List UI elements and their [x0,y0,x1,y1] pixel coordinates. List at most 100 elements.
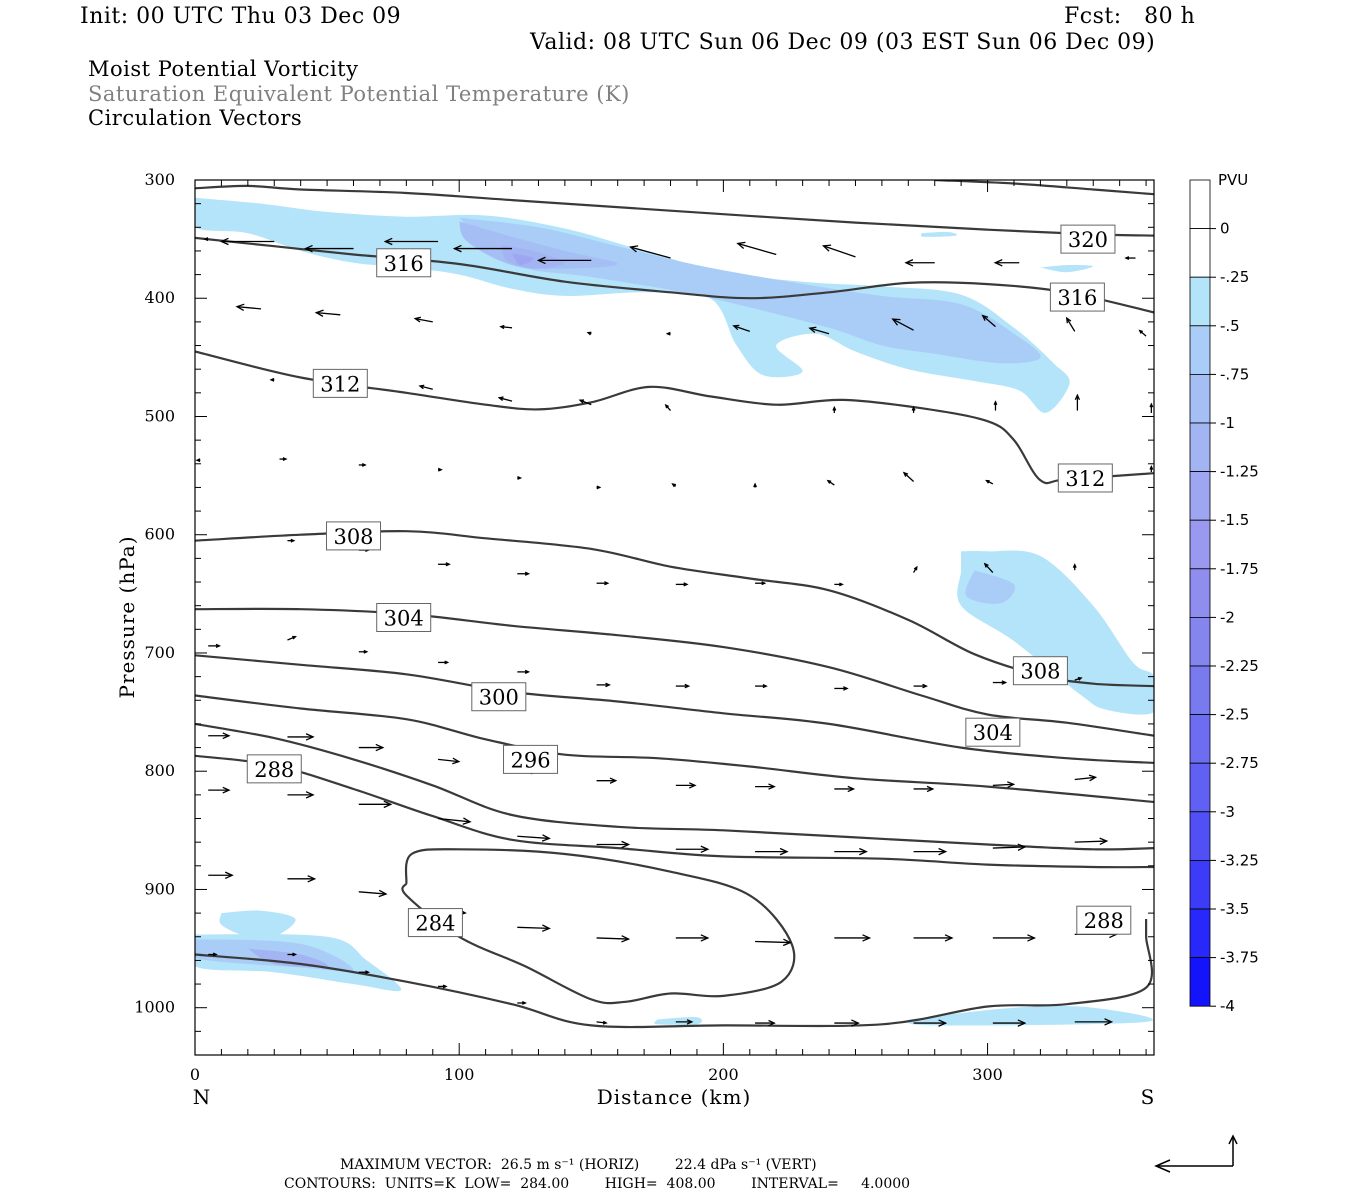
colorbar-label: -3.25 [1220,851,1259,869]
colorbar-label: -2.5 [1220,706,1249,724]
contour-label-text: 312 [320,372,360,396]
colorbar-bin [1189,617,1211,667]
contour-label-box [246,754,302,784]
circulation-vector [596,840,631,849]
contour-label-308: 308 [326,521,382,551]
circulation-vector [834,934,872,942]
circulation-vector [279,457,288,461]
contour-label-box [376,603,432,632]
circulation-vector [596,1020,608,1025]
pv-region [1040,265,1094,273]
circulation-vector [985,479,994,485]
contour-label-text: 296 [510,748,550,772]
circulation-vector [913,934,954,942]
contour-line-296 [195,694,1154,804]
contour-label-text: 316 [384,252,424,276]
circulation-vector [1065,316,1076,332]
circulation-vector [287,875,317,883]
colorbar-bin [1189,325,1211,375]
colorbar-label: -3.75 [1220,949,1259,967]
circulation-vector [208,871,234,880]
circulation-vector [195,458,201,463]
circulation-vector [437,757,461,765]
y-axis-title: Pressure (hPa) [115,536,139,699]
colorbar-bin [1189,714,1211,764]
circulation-vector [208,786,231,794]
circulation-vector [203,237,209,242]
circulation-vector [755,847,789,856]
y-tick-label: 900 [144,879,175,898]
circulation-vector [358,800,393,809]
contour-label-312: 312 [1057,463,1113,493]
circulation-vector [358,889,388,898]
circulation-vector [438,562,451,567]
circulation-vector [834,1019,860,1027]
contour-line-316 [195,236,1154,314]
circulation-vector [1124,256,1136,260]
contour-info-note: CONTOURS: UNITS=K LOW= 284.00 HIGH= 408.… [284,1176,911,1192]
circulation-vector [675,683,691,689]
circulation-vector [413,316,433,323]
pv-region [512,253,534,266]
axis-ticks [194,179,1154,1056]
colorbar-label: 0 [1220,220,1230,238]
contour-line-288 [195,754,1154,869]
circulation-vector [834,847,868,856]
circulation-vector [596,682,611,688]
max-vector-note: MAXIMUM VECTOR: 26.5 m s⁻¹ (HORIZ) 22.4 … [340,1157,817,1173]
circulation-vector [736,241,777,256]
circulation-vector [437,467,443,472]
circulation-vector [358,463,367,467]
x-tick-label: 300 [972,1065,1003,1084]
colorbar-label: -1.5 [1220,511,1249,529]
reference-vector-icon [1154,1134,1238,1173]
circulation-vector [536,256,592,265]
colorbar-bin [1189,811,1211,861]
circulation-vector [1074,837,1109,846]
contour-label-box [312,368,368,398]
circulation-vector [596,777,618,784]
colorbar-label: -2.75 [1220,754,1259,772]
circulation-vector [913,847,948,856]
x-axis-title: Distance (km) [597,1085,752,1109]
colorbar-bin [1189,665,1211,715]
init-time: Init: 00 UTC Thu 03 Dec 09 [80,4,402,29]
contour-label-box [1076,905,1132,935]
circulation-vector [1074,774,1098,782]
circulation-vector [517,924,551,932]
contour-label-box [1057,463,1113,493]
circulation-vector [314,309,341,317]
circulation-vector [517,476,523,480]
south-label: S [1141,1085,1156,1109]
colorbar-bin [1189,568,1211,618]
contour-label-304: 304 [376,603,432,632]
circulation-vector [826,479,835,486]
colorbar-bin [1189,762,1211,813]
pv-region [459,217,1041,364]
circulation-vector [517,571,531,576]
circulation-vectors [195,237,1154,1027]
circulation-vector [596,485,602,490]
circulation-vector [303,244,354,253]
colorbar-bin [1189,179,1211,229]
contour-label-284: 284 [407,908,463,938]
circulation-vector [911,405,916,413]
circulation-vector [358,743,385,752]
circulation-vector [438,984,448,989]
contour-label-box [376,248,432,278]
circulation-vector [358,649,369,654]
contour-label-text: 284 [415,912,455,936]
contour-line-292 [195,722,1154,851]
circulation-vector [452,244,513,253]
colorbar-bin [1189,860,1211,910]
circulation-vector [992,934,1037,942]
pv-region [908,1006,1153,1026]
pv-region [247,948,328,968]
contour-label-312: 312 [312,368,368,398]
valid-time: Valid: 08 UTC Sun 06 Dec 09 (03 EST Sun … [530,30,1156,55]
colorbar-label: -4 [1220,997,1235,1015]
colorbar-bin [1189,373,1211,424]
contour-label-text: 304 [384,607,424,631]
colorbar-label: -1 [1220,414,1235,432]
x-tick-label: 0 [190,1065,200,1084]
